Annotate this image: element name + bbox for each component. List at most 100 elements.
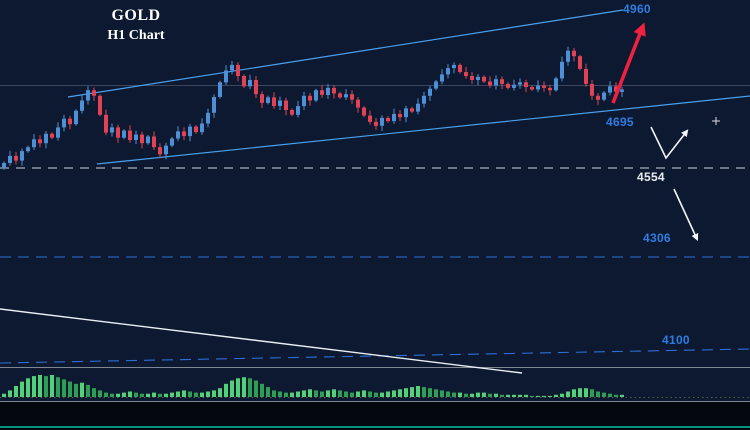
candle-body [194, 126, 198, 133]
candle-body [158, 147, 162, 155]
candle-body [290, 110, 294, 115]
bullish-projection-arrow[interactable] [611, 22, 646, 104]
candle-body [68, 118, 72, 125]
dashed-level-lines[interactable] [0, 85, 750, 364]
channel-upper-line[interactable] [67, 9, 624, 98]
candle-body [410, 108, 414, 112]
candle-body [458, 64, 462, 72]
candle-body [362, 107, 366, 116]
candle-body [380, 117, 384, 126]
candle-body [518, 82, 522, 85]
histogram-bar [116, 393, 120, 397]
candle-body [50, 133, 54, 138]
candle-body [32, 139, 36, 148]
candle-body [236, 64, 240, 76]
candle-body [452, 64, 456, 69]
candle-body [104, 114, 108, 133]
histogram-bar [404, 388, 408, 397]
channel-trendlines[interactable] [67, 9, 750, 165]
price-level-label-4695[interactable]: 4695 [606, 115, 634, 129]
bottom-axis-strip [0, 402, 750, 430]
candle-body [260, 94, 264, 103]
candle-body [434, 81, 438, 89]
candle-body [308, 95, 312, 101]
histogram-bar [98, 390, 102, 397]
histogram-bar [344, 391, 348, 397]
indicator-histogram [2, 375, 624, 397]
histogram-bar [164, 393, 168, 397]
histogram-bar [482, 392, 486, 397]
histogram-bar [536, 395, 540, 397]
candle-body [74, 110, 78, 125]
histogram-bar [176, 391, 180, 397]
candle-body [398, 114, 402, 118]
histogram-bar [104, 392, 108, 397]
histogram-bar [80, 382, 84, 397]
candle-body [86, 90, 90, 101]
price-level-label-4960[interactable]: 4960 [623, 2, 651, 16]
candle-body [320, 90, 324, 95]
histogram-bar [524, 394, 528, 397]
histogram-bar [374, 392, 378, 397]
histogram-bar [182, 390, 186, 397]
candle-body [374, 121, 378, 126]
annotation-arrows[interactable] [611, 22, 699, 241]
histogram-bar [110, 393, 114, 397]
histogram-bar [140, 393, 144, 397]
candle-body [8, 155, 12, 163]
candle-body [134, 134, 138, 140]
descending-trendline[interactable] [0, 308, 523, 374]
candle-body [212, 97, 216, 113]
candle-body [572, 50, 576, 57]
histogram-bar [128, 391, 132, 397]
candle-body [590, 83, 594, 96]
price-level-label-4100[interactable]: 4100 [662, 333, 690, 347]
histogram-bar [284, 392, 288, 397]
candle-body [200, 123, 204, 133]
candle-body [20, 151, 24, 161]
candle-body [560, 61, 564, 79]
candle-body [602, 92, 606, 100]
price-level-label-4554[interactable]: 4554 [637, 170, 665, 184]
candle-body [272, 97, 276, 107]
candle-body [14, 155, 18, 161]
dashed-level-4100[interactable] [0, 348, 750, 364]
price-level-label-4306[interactable]: 4306 [643, 231, 671, 245]
histogram-bar [608, 393, 612, 397]
channel-lower-line[interactable] [96, 95, 750, 165]
histogram-bar [248, 378, 252, 397]
histogram-bar [236, 378, 240, 397]
histogram-bar [32, 376, 36, 397]
front-trendlines[interactable] [0, 308, 523, 374]
histogram-bar [578, 388, 582, 397]
histogram-bar [428, 388, 432, 397]
histogram-bar [326, 390, 330, 397]
histogram-bar [314, 390, 318, 397]
candle-body [506, 83, 510, 88]
histogram-bar [134, 392, 138, 397]
chart-title[interactable]: GOLD H1 Chart [86, 7, 186, 44]
candle-body [140, 134, 144, 144]
bearish-projection-arrow[interactable] [673, 188, 699, 241]
candle-body [278, 100, 282, 106]
histogram-bar [362, 390, 366, 397]
candle-body [98, 95, 102, 115]
candle-body [536, 85, 540, 90]
histogram-bar [542, 395, 546, 397]
histogram-bar [488, 393, 492, 397]
histogram-bar [434, 389, 438, 397]
candle-body [620, 89, 624, 92]
histogram-bar [602, 392, 606, 397]
pullback-zigzag-arrow[interactable] [650, 126, 689, 160]
histogram-bar [218, 388, 222, 397]
histogram-bar [212, 390, 216, 397]
histogram-bar [590, 389, 594, 397]
candle-body [326, 87, 330, 95]
candle-body [314, 90, 318, 101]
candle-body [206, 112, 210, 124]
candle-body [422, 95, 426, 104]
candle-body [188, 126, 192, 137]
candle-body [530, 87, 534, 90]
histogram-bar [92, 388, 96, 397]
histogram-bar [170, 392, 174, 397]
